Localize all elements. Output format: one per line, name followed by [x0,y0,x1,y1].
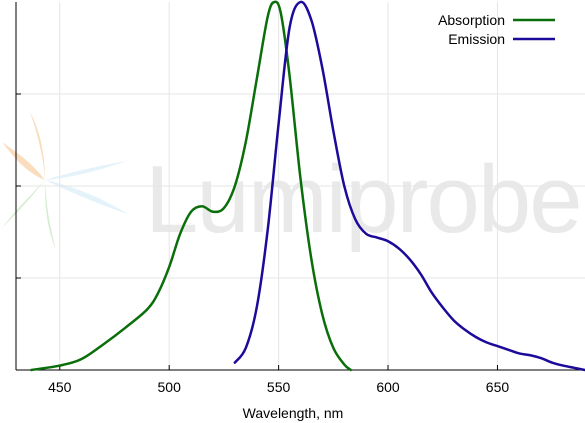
axes: 450 500 550 600 650 [15,2,585,395]
watermark-text: Lumiprobe [145,146,581,253]
x-tick-label: 600 [376,379,400,395]
series-line-emission [233,0,585,372]
legend: Absorption Emission [438,12,555,47]
x-tick-label: 500 [158,379,182,395]
series-layer [30,0,585,372]
watermark: Lumiprobe [2,112,583,253]
legend-label: Absorption [438,12,505,28]
x-tick-label: 550 [267,379,291,395]
legend-label: Emission [448,31,505,47]
x-axis-label: Wavelength, nm [243,405,344,421]
series-line-absorption [30,0,353,372]
watermark-logo-icon [2,112,130,250]
x-tick-label: 450 [48,379,72,395]
x-tick-label: 650 [486,379,510,395]
